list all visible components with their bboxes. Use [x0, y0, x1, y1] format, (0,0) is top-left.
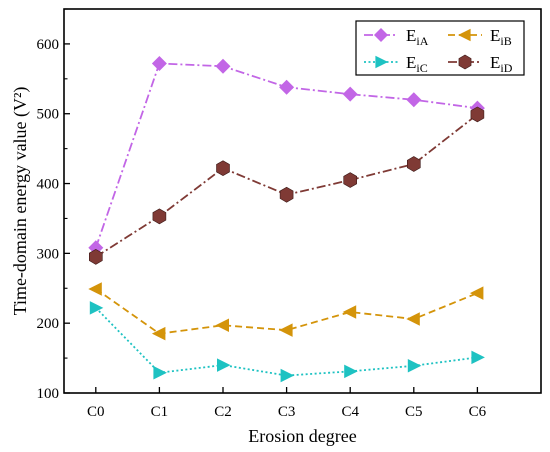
x-tick-label: C2 [214, 404, 232, 420]
legend-item: EiA [364, 26, 429, 48]
y-tick-label: 400 [37, 177, 60, 193]
data-point [470, 106, 485, 123]
legend-item: EiC [364, 53, 428, 75]
data-point [89, 249, 103, 265]
legend-marker [375, 55, 388, 69]
y-tick-label: 600 [37, 37, 60, 53]
legend-label-subscript: iD [500, 61, 512, 75]
data-point [215, 58, 231, 74]
data-point [151, 55, 167, 71]
y-tick-label: 200 [37, 316, 60, 332]
x-tick-label: C6 [469, 404, 487, 420]
data-point [407, 156, 421, 172]
data-point [406, 92, 422, 108]
data-point [471, 350, 485, 365]
data-point [279, 323, 293, 337]
y-tick-label: 100 [37, 386, 60, 402]
legend-label-main: E [406, 53, 416, 72]
x-tick-label: C5 [405, 404, 423, 420]
data-point [406, 312, 420, 326]
data-point [89, 301, 104, 315]
data-point [153, 366, 167, 380]
data-point [344, 364, 358, 379]
series-line [95, 113, 478, 258]
data-point [217, 358, 231, 372]
data-point [151, 326, 166, 341]
data-point [280, 368, 295, 383]
legend-label-main: E [406, 26, 416, 45]
x-tick-label: C1 [151, 404, 169, 420]
data-point [215, 318, 229, 333]
data-point [342, 305, 357, 319]
legend-label: EiA [406, 26, 429, 48]
y-axis-title: Time-domain energy value (V²) [10, 87, 31, 316]
plot-frame [63, 8, 542, 394]
legend-label: EiB [490, 26, 512, 48]
series-iA [88, 55, 485, 256]
data-point [279, 186, 294, 203]
legend-marker [458, 28, 471, 42]
data-point [216, 160, 230, 177]
data-point [469, 286, 484, 300]
series-iD [89, 106, 485, 265]
data-point [88, 282, 102, 296]
legend-label-main: E [490, 26, 500, 45]
x-tick-label: C0 [87, 404, 105, 420]
data-point [152, 208, 167, 225]
legend-label-main: E [490, 53, 500, 72]
legend-item: EiD [448, 53, 513, 75]
series-iB [88, 282, 484, 341]
y-tick-label: 300 [37, 246, 60, 262]
legend-box [355, 20, 525, 76]
x-tick-label: C4 [341, 404, 359, 420]
data-point [407, 359, 422, 373]
series-iC [89, 301, 485, 383]
legend-label: EiD [490, 53, 513, 75]
data-point [279, 79, 295, 95]
x-axis-title: Erosion degree [248, 426, 356, 446]
legend-label-subscript: iA [416, 34, 428, 48]
legend-marker [374, 28, 388, 42]
legend-label-subscript: iC [416, 61, 427, 75]
legend-label: EiC [406, 53, 428, 75]
y-tick-label: 500 [37, 107, 60, 123]
legend-marker [458, 54, 472, 70]
legend-item: EiB [448, 26, 512, 48]
legend-label-subscript: iB [500, 34, 511, 48]
data-point [343, 172, 357, 188]
data-point [342, 86, 358, 102]
x-tick-label: C3 [278, 404, 296, 420]
